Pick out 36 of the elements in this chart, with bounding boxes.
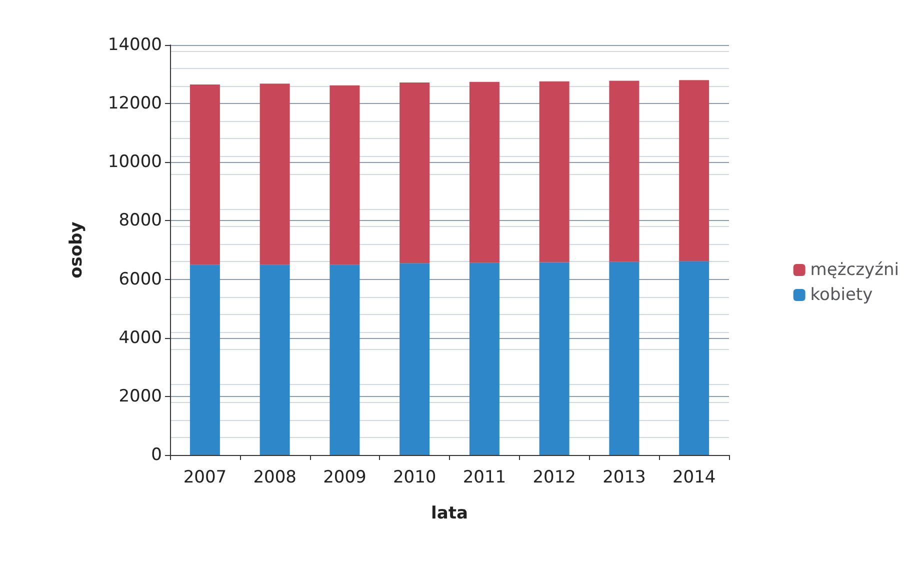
bar — [609, 262, 640, 455]
bar — [400, 82, 430, 264]
y-tick-label: 2000 — [118, 386, 162, 406]
bar — [260, 264, 290, 455]
bar — [190, 264, 220, 455]
bar — [609, 80, 640, 262]
y-tick-label: 14000 — [108, 35, 162, 55]
bar — [190, 84, 220, 265]
bar — [400, 263, 430, 455]
bar — [260, 84, 290, 265]
x-tick-label: 2014 — [672, 468, 716, 488]
bar — [539, 81, 570, 262]
x-tick-label: 2007 — [183, 468, 227, 488]
x-tick-label: 2013 — [602, 468, 646, 488]
bar — [539, 262, 570, 455]
x-axis-title: lata — [431, 504, 468, 524]
bar — [469, 262, 500, 455]
y-tick-label: 4000 — [118, 328, 162, 348]
x-tick-label: 2010 — [392, 468, 436, 488]
y-tick-label: 6000 — [118, 269, 162, 290]
x-tick-label: 2008 — [253, 468, 296, 488]
bar — [330, 85, 360, 265]
bar — [679, 80, 710, 262]
x-tick-label: 2009 — [323, 468, 366, 488]
y-axis-title: osoby — [66, 222, 86, 278]
legend-label: kobiety — [810, 285, 873, 305]
y-tick-label: 0 — [151, 445, 162, 465]
y-tick-label: 10000 — [108, 152, 162, 172]
y-tick-label: 12000 — [108, 94, 162, 114]
bar — [469, 82, 500, 263]
legend-label: mężczyźni — [810, 260, 900, 280]
x-tick-label: 2012 — [532, 468, 576, 488]
bar — [679, 261, 710, 455]
bar — [330, 264, 360, 455]
x-tick-label: 2011 — [462, 468, 506, 488]
y-tick-label: 8000 — [118, 210, 162, 231]
